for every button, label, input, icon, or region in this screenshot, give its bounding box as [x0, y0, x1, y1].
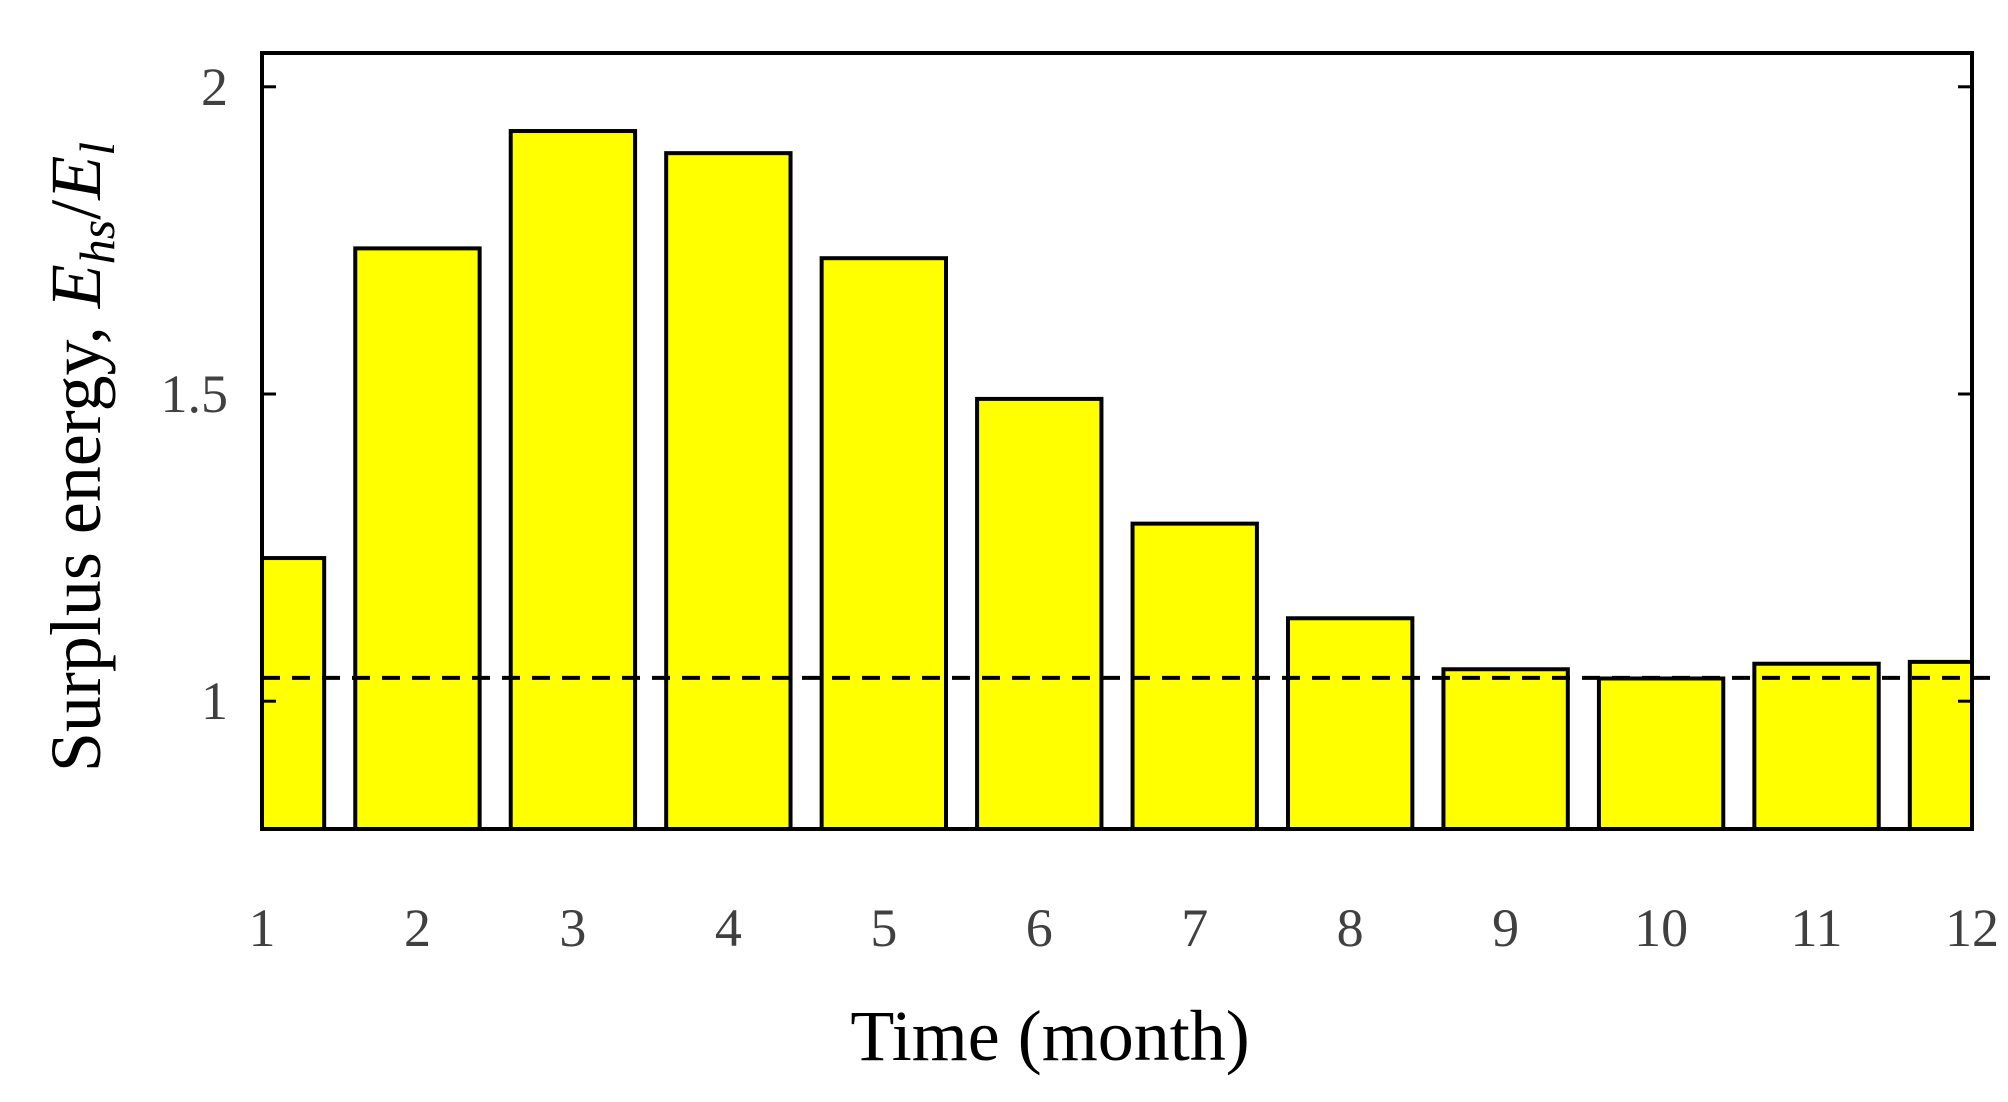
y-axis-title-subscript: hs: [69, 220, 125, 264]
bar-month-9: [1441, 667, 1570, 829]
y-axis-title-separator: /: [36, 200, 116, 220]
bar-month-1: [262, 556, 327, 829]
bar-month-6: [975, 396, 1104, 829]
y-axis-title-text: Surplus energy,: [36, 308, 116, 772]
x-tick-label: 8: [1337, 898, 1364, 958]
x-axis-title: Time (month): [850, 996, 1249, 1076]
bar-month-7: [1130, 521, 1259, 829]
y-tick-label: 1.5: [161, 364, 229, 424]
bar-month-8: [1286, 616, 1415, 829]
tick-labels-layer: 11.521 2 3 4 5 6 7 8 9 10 11 12: [161, 57, 2000, 958]
x-tick-label: 9: [1492, 898, 1519, 958]
x-tick-label: 10: [1634, 898, 1688, 958]
y-axis-title-symbol-2: E: [36, 156, 116, 201]
x-tick-label: 6: [1026, 898, 1053, 958]
plot-frame: [260, 51, 1974, 831]
x-tick-label: 4: [715, 898, 742, 958]
y-tick-label: 2: [201, 57, 228, 117]
y-axis-title-subscript-2: l: [69, 142, 125, 156]
bar-month-2: [353, 246, 482, 829]
x-tick-label: 7: [1181, 898, 1208, 958]
bar-month-11: [1752, 661, 1881, 829]
x-tick-label: 11: [1791, 898, 1843, 958]
bar-month-10: [1596, 676, 1726, 829]
bar-month-5: [819, 256, 949, 829]
x-tick-label: 5: [870, 898, 897, 958]
x-tick-label: 2: [404, 898, 431, 958]
x-tick-label: 12: [1945, 898, 1999, 958]
bar-month-12: [1907, 659, 1972, 829]
y-axis-title-symbol: E: [36, 264, 116, 309]
bars-layer: [262, 129, 1972, 829]
bar-month-4: [664, 151, 793, 829]
bar-month-3: [508, 129, 638, 829]
y-tick-label: 1: [201, 671, 228, 731]
axes-layer: [260, 51, 1974, 831]
y-axis-title: Surplus energy, Ehs/El: [36, 142, 125, 772]
x-tick-label: 3: [559, 898, 586, 958]
x-tick-label: 1: [249, 898, 276, 958]
